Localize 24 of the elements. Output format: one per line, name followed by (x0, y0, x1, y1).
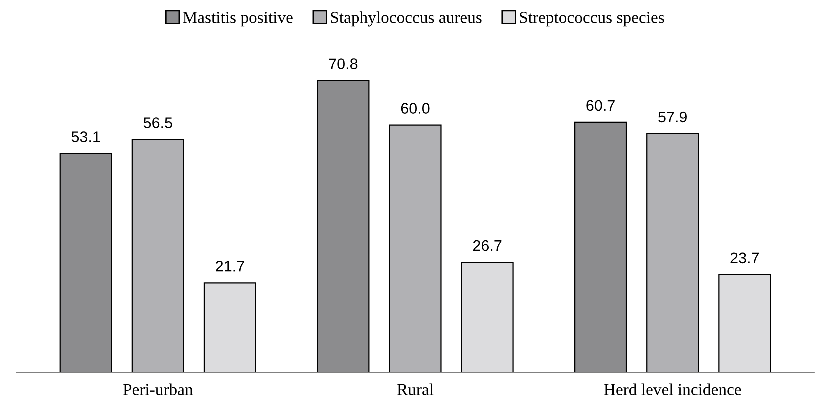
legend-label: Streptococcus species (520, 12, 664, 27)
bar (389, 124, 442, 373)
bar (646, 133, 700, 373)
bar (132, 139, 184, 373)
data-label: 57.9 (658, 112, 687, 123)
data-label: 23.7 (730, 252, 759, 264)
data-label: 60.0 (401, 103, 430, 114)
bar (317, 80, 370, 373)
data-label: 70.8 (329, 58, 358, 70)
legend-label: Mastitis positive (183, 12, 293, 27)
bar (60, 153, 112, 373)
data-label: 60.7 (586, 100, 615, 112)
x-tick-label: Rural (397, 384, 434, 396)
data-label: 26.7 (473, 240, 502, 252)
legend-label: Staphylococcus aureus (331, 12, 482, 27)
bar (574, 122, 628, 373)
x-tick-label: Peri-urban (123, 384, 194, 396)
bar (718, 274, 772, 373)
bar (204, 282, 257, 373)
data-label: 56.5 (144, 118, 172, 128)
data-label: 53.1 (72, 132, 100, 142)
data-label: 21.7 (216, 261, 244, 272)
bar (461, 262, 514, 373)
x-tick-label: Herd level incidence (604, 384, 742, 396)
